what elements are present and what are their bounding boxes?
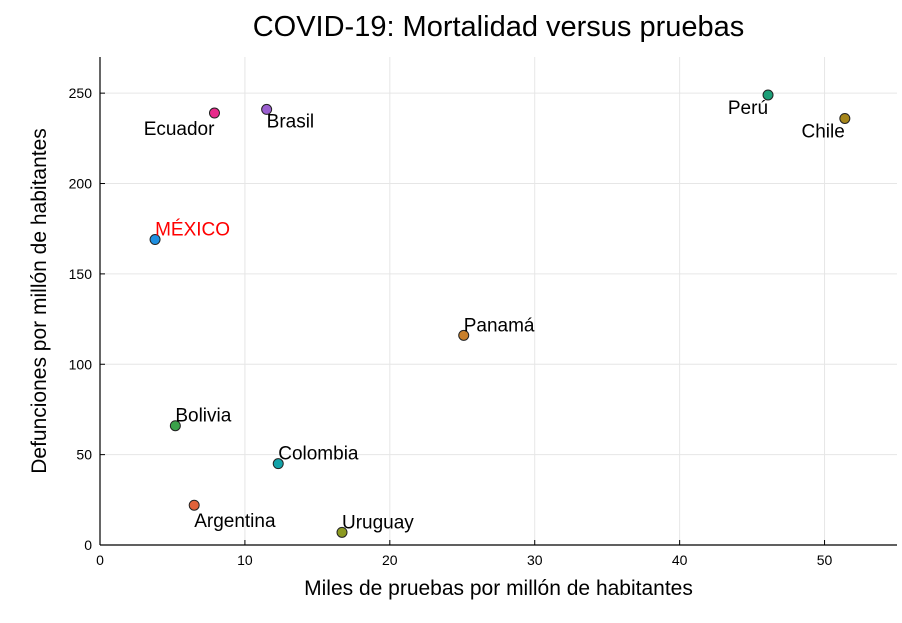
data-point [458,329,470,341]
data-point-label: Uruguay [342,512,414,533]
y-tick-label: 150 [69,266,93,282]
data-point-label: Colombia [278,444,359,465]
data-point-label: Panamá [464,315,535,336]
data-points: Ecuador Brasil Perú Chile MÉXICO Panamá Bolivi… [144,89,851,538]
y-tick-label: 100 [69,356,93,372]
grid [99,57,897,546]
y-tick-label: 200 [69,176,93,192]
data-point [272,458,284,470]
y-tick-label: 250 [69,85,93,101]
data-point [169,420,181,432]
data-point [208,107,220,119]
data-point-label: Chile [802,121,845,142]
x-tick-label: 50 [817,552,833,568]
x-tick-label: 0 [96,552,104,568]
data-point-label: Perú [728,98,768,119]
data-point-label: Bolivia [175,406,231,427]
data-point [336,526,348,538]
y-tick-label: 50 [76,447,92,463]
x-tick-label: 40 [672,552,688,568]
data-point [839,112,851,124]
data-point-label: Ecuador [144,119,215,140]
data-point-label: Brasil [267,111,315,132]
data-point [261,103,273,115]
data-point [188,499,200,511]
axes: 0 10 20 30 40 50 0 50 100 150 200 250 [69,57,897,568]
data-point [149,234,161,246]
chart-title: COVID-19: Mortalidad versus pruebas [253,11,745,43]
x-axis-label: Miles de pruebas por millón de habitante… [304,577,693,600]
x-tick-label: 30 [527,552,543,568]
data-point-label: Argentina [194,511,276,532]
data-point [762,89,774,101]
y-axis-label: Defunciones por millón de habitantes [28,128,51,474]
x-tick-label: 20 [382,552,398,568]
y-tick-label: 0 [84,537,92,553]
x-tick-label: 10 [237,552,253,568]
data-point-label: MÉXICO [155,220,230,241]
